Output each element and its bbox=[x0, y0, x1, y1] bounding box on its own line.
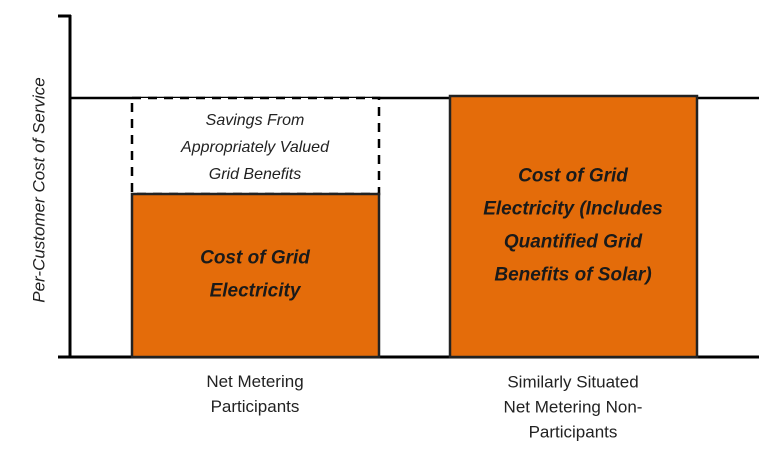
category-label: Participants bbox=[529, 422, 618, 441]
savings-box bbox=[130, 96, 381, 196]
savings-label: Savings From bbox=[206, 112, 305, 129]
category-label: Participants bbox=[211, 397, 300, 416]
bar-label: Cost of Grid bbox=[518, 166, 628, 187]
bar-label: Cost of Grid bbox=[200, 248, 310, 269]
category-label: Net Metering Non- bbox=[504, 397, 643, 416]
savings-label: Grid Benefits bbox=[209, 166, 301, 183]
bar-label: Quantified Grid bbox=[504, 232, 643, 253]
savings-label: Appropriately Valued bbox=[180, 139, 330, 156]
category-label: Net Metering bbox=[206, 372, 303, 391]
labels: Net Metering Participants Cost of Grid Elec… bbox=[180, 112, 663, 441]
cost-bar bbox=[448, 94, 699, 359]
bar-label: Electricity bbox=[210, 281, 302, 302]
y-axis-label: Per-Customer Cost of Service bbox=[29, 77, 48, 302]
bar-label: Electricity (Includes bbox=[483, 199, 663, 220]
category-label: Similarly Situated bbox=[507, 372, 638, 391]
cost-bar bbox=[130, 192, 381, 359]
bar-label: Benefits of Solar) bbox=[494, 265, 651, 286]
